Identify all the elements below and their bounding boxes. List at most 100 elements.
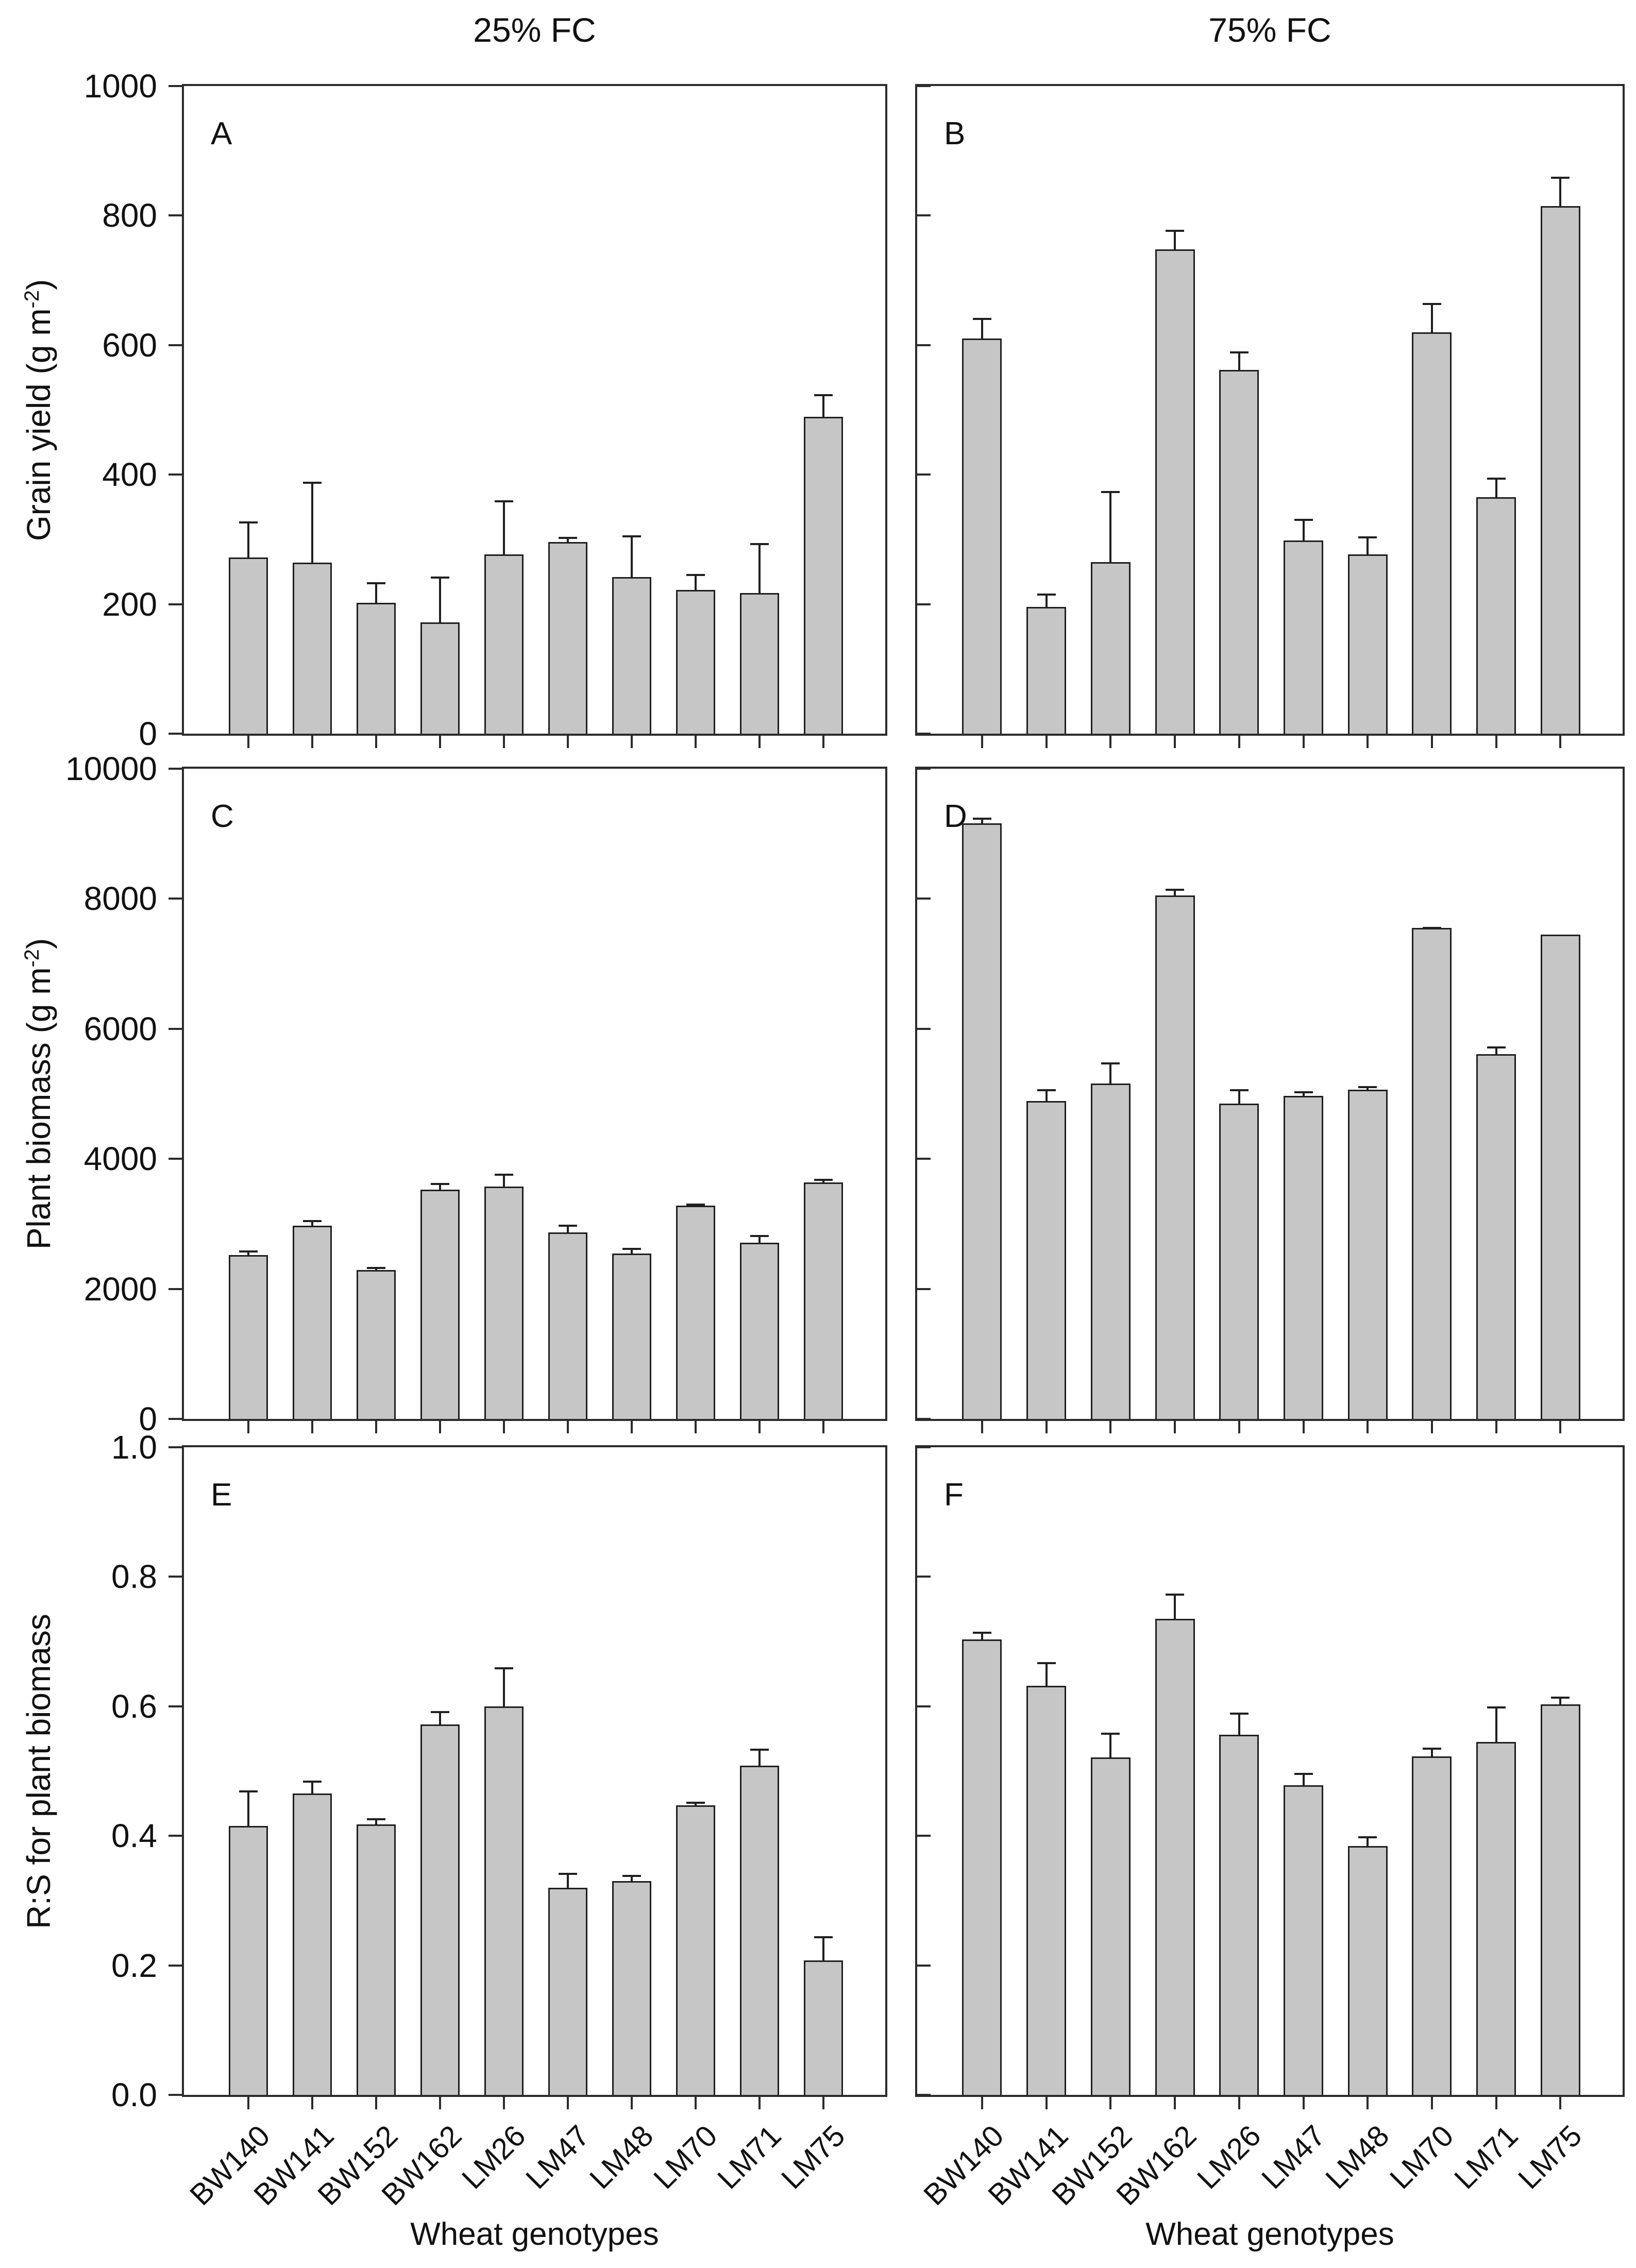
- error-bar-cap: [1230, 1089, 1249, 1091]
- y-tick: [168, 1576, 182, 1578]
- error-bar-line: [631, 1248, 633, 1257]
- y-tick: [917, 603, 931, 605]
- x-tick: [1238, 736, 1240, 748]
- y-tick: [168, 2094, 182, 2096]
- y-axis-label-grain-yield: Grain yield (g m-2): [0, 84, 77, 736]
- y-tick: [917, 1965, 931, 1967]
- bar-LM26: [484, 1187, 524, 1419]
- bar-BW140: [229, 557, 268, 734]
- bar-LM47: [548, 542, 587, 734]
- bar-BW141: [1026, 607, 1066, 734]
- bar-BW152: [1091, 1757, 1131, 2095]
- error-bar-line: [1109, 491, 1111, 565]
- bar-LM70: [676, 1206, 715, 1419]
- y-tick: [917, 473, 931, 476]
- error-bar-cap: [814, 1179, 833, 1181]
- x-tick: [758, 1421, 761, 1433]
- y-tick-label: 0.4: [111, 1817, 157, 1854]
- error-bar-line: [1559, 1697, 1561, 1707]
- bar-LM75: [804, 417, 843, 734]
- error-bar-line: [1238, 1089, 1240, 1107]
- x-tick: [439, 1421, 441, 1433]
- y-tick-label: 0: [139, 715, 157, 752]
- error-bar-cap: [559, 1873, 577, 1875]
- error-bar-line: [695, 574, 697, 593]
- error-bar-cap: [1166, 1594, 1184, 1596]
- error-bar-line: [439, 1183, 441, 1193]
- bar-BW152: [1091, 1084, 1131, 1419]
- y-tick: [917, 344, 931, 346]
- bar-BW141: [293, 1226, 332, 1419]
- x-tick: [247, 1421, 249, 1433]
- y-tick: [917, 85, 931, 87]
- x-tick: [247, 2097, 249, 2109]
- y-axis-label-text: R:S for plant biomass: [20, 1613, 57, 1929]
- panel-A: A 0 200 400 600 800 1000: [84, 70, 887, 750]
- y-tick: [917, 1835, 931, 1837]
- y-tick: [168, 344, 182, 346]
- error-bar-cap: [495, 1174, 513, 1176]
- bar-LM71: [1476, 497, 1516, 734]
- bar-LM48: [612, 1254, 651, 1419]
- x-tick: [1431, 2097, 1433, 2109]
- y-tick-label: 8000: [83, 880, 157, 917]
- error-bar-cap: [750, 1749, 769, 1751]
- error-bar-line: [758, 1749, 761, 1769]
- x-tick: [695, 2097, 697, 2109]
- error-bar-line: [822, 1179, 824, 1186]
- panel-D: D: [915, 767, 1625, 1433]
- error-bar-cap: [750, 543, 769, 545]
- error-bar-cap: [239, 521, 258, 523]
- error-bar-cap: [1294, 1091, 1313, 1093]
- bar-LM71: [740, 593, 779, 734]
- bar-BW140: [962, 1639, 1002, 2095]
- error-bar-cap: [431, 1183, 449, 1185]
- error-bar-line: [503, 1174, 505, 1190]
- y-tick-label: 0: [139, 1400, 157, 1437]
- panel-label-B: B: [944, 116, 966, 151]
- y-tick: [168, 733, 182, 735]
- x-tick: [1303, 736, 1305, 748]
- error-bar-cap: [239, 1790, 258, 1792]
- x-tick: [981, 2097, 983, 2109]
- bar-LM48: [612, 577, 651, 734]
- error-bar-line: [1045, 594, 1048, 610]
- y-tick: [168, 1705, 182, 1707]
- panel-B: B: [915, 84, 1625, 748]
- y-tick-label: 800: [102, 197, 157, 234]
- bar-LM26: [1219, 1735, 1259, 2095]
- y-tick: [917, 1288, 931, 1290]
- x-tick: [1238, 2097, 1240, 2109]
- error-bar-line: [758, 1235, 761, 1246]
- error-bar-line: [247, 521, 249, 561]
- x-axis-title-right: Wheat genotypes: [1145, 2216, 1394, 2252]
- error-bar-cap: [1037, 1662, 1056, 1664]
- error-bar-cap: [431, 1711, 449, 1713]
- x-tick: [981, 736, 983, 748]
- y-tick: [168, 1965, 182, 1967]
- x-tick: [1495, 1421, 1497, 1433]
- bar-BW141: [1026, 1101, 1066, 1419]
- error-bar-cap: [1037, 594, 1056, 596]
- error-bar-cap: [431, 577, 449, 579]
- x-axis-title-left: Wheat genotypes: [410, 2216, 659, 2252]
- error-bar-cap: [239, 1250, 258, 1253]
- error-bar-cap: [1487, 1046, 1506, 1048]
- error-bar-cap: [1230, 351, 1249, 353]
- x-tick: [1559, 1421, 1561, 1433]
- y-tick: [168, 473, 182, 476]
- error-bar-cap: [1230, 1713, 1249, 1715]
- x-tick: [695, 1421, 697, 1433]
- panel-label-F: F: [944, 1477, 964, 1513]
- bar-LM71: [1476, 1742, 1516, 2095]
- error-bar-cap: [1358, 1836, 1377, 1838]
- error-bar-line: [981, 1632, 983, 1643]
- error-bar-line: [1109, 1733, 1111, 1761]
- error-bar-line: [1367, 1836, 1369, 1849]
- error-bar-cap: [1551, 1697, 1570, 1699]
- y-tick: [168, 214, 182, 216]
- error-bar-cap: [367, 582, 385, 584]
- error-bar-cap: [559, 537, 577, 539]
- error-bar-cap: [1294, 1773, 1313, 1775]
- error-bar-line: [1431, 303, 1433, 335]
